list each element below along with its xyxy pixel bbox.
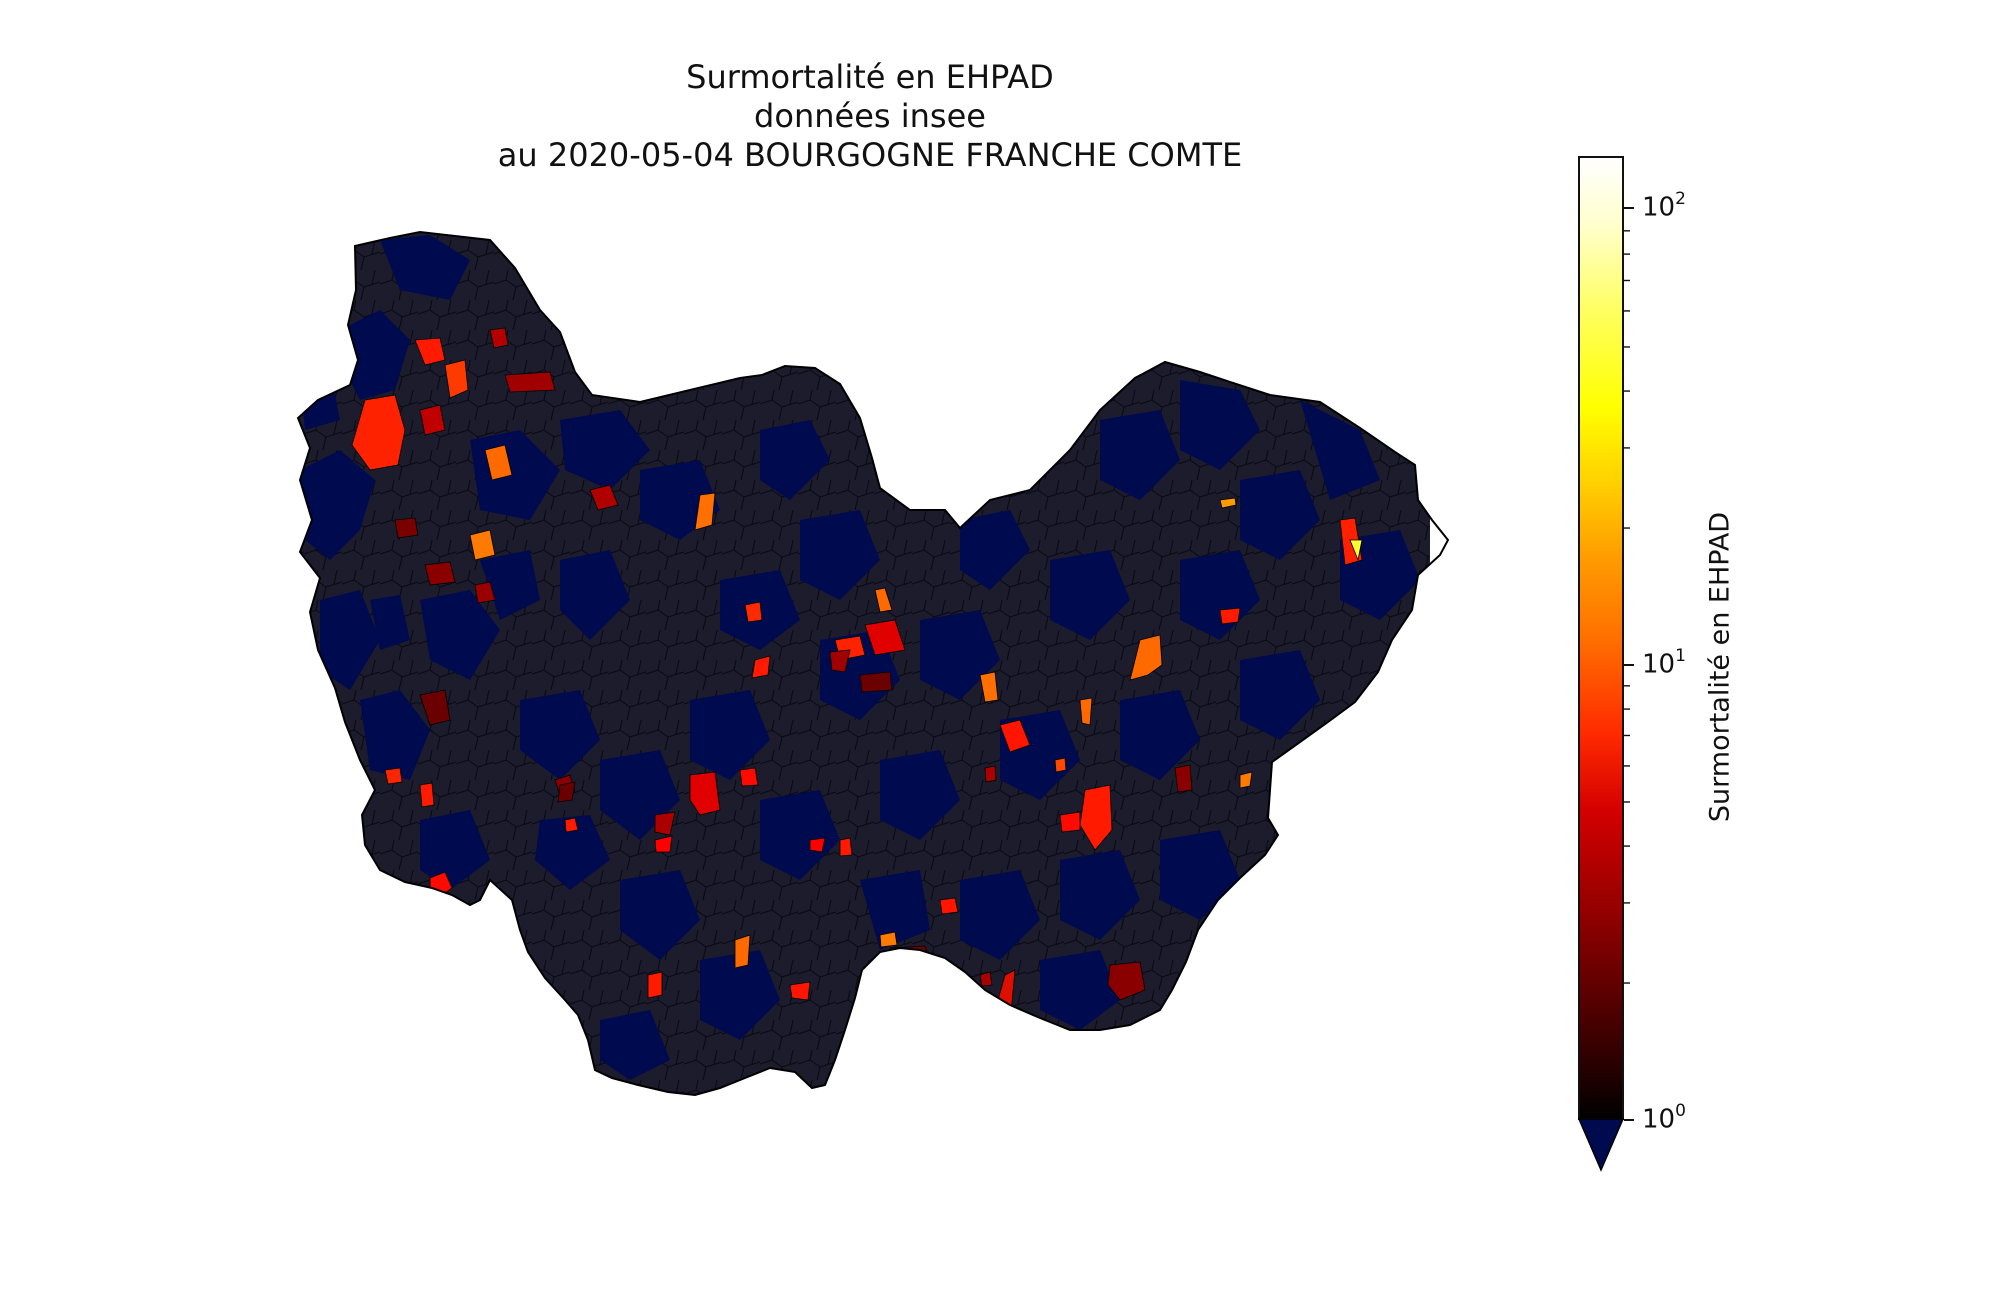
title-line-2: données insee	[754, 97, 986, 135]
colorbar-tick-label-2: 102	[1642, 189, 1686, 223]
chart-title: Surmortalité en EHPAD données insee au 2…	[340, 58, 1400, 175]
title-line-1: Surmortalité en EHPAD	[686, 58, 1054, 96]
colorbar	[1578, 156, 1624, 1120]
colorbar-label: Surmortalité en EHPAD	[1704, 511, 1736, 823]
colorbar-tick-label-0: 100	[1642, 1101, 1686, 1135]
colorbar-tick-label-1: 101	[1642, 646, 1686, 680]
title-line-3: au 2020-05-04 BOURGOGNE FRANCHE COMTE	[497, 136, 1243, 174]
